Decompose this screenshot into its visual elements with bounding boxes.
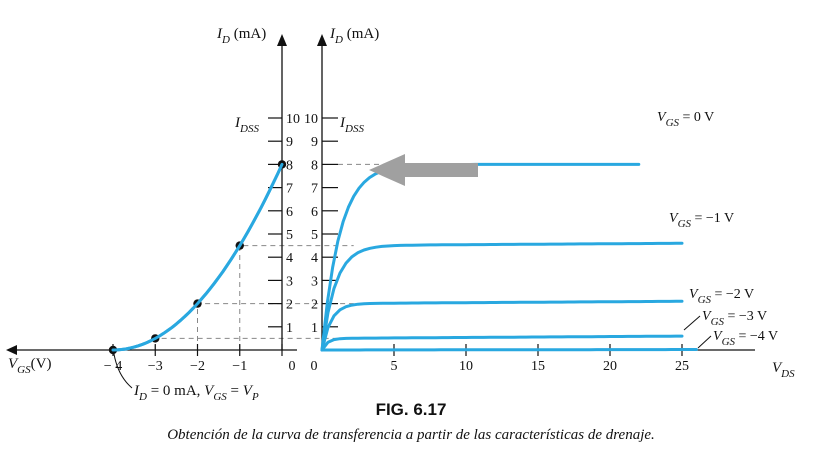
drain-id-tick-label: 2 xyxy=(311,298,318,313)
idss-label-left: IDSS xyxy=(234,115,259,135)
transfer-id-tick-label: 2 xyxy=(286,298,293,313)
vds-tick-label: 10 xyxy=(459,359,473,374)
vgs-tick-label: − 4 xyxy=(104,359,122,374)
drain-id-tick-label: 6 xyxy=(311,205,318,220)
transfer-id-tick-label: 9 xyxy=(286,135,293,150)
projection-dash xyxy=(239,245,354,350)
transfer-id-axis-label: ID (mA) xyxy=(216,26,266,46)
transfer-id-tick-label: 3 xyxy=(286,274,293,289)
vgs-axis-arrow-icon xyxy=(6,345,17,355)
transfer-id-axis-arrow-icon xyxy=(277,34,287,46)
drain-id-tick-label: 3 xyxy=(311,274,318,289)
vgs-series-label: VGS = −1 V xyxy=(669,211,734,230)
transfer-id-tick-label: 6 xyxy=(286,205,293,220)
drain-id-axis-arrow-icon xyxy=(317,34,327,46)
vgs-series-labels: VGS = 0 V VGS = −1 V VGS = −2 V VGS = −3 VV… xyxy=(657,110,778,349)
drain-curve xyxy=(320,334,684,352)
drain-curve xyxy=(320,162,641,352)
drain-id-ticks: 1 2 3 4 5 6 7 8 9 10 xyxy=(304,112,338,336)
vgs-series-label: VGS = −3 V xyxy=(702,309,767,328)
vgs-tick-label: −1 xyxy=(232,359,247,374)
vgs-tick-label: −2 xyxy=(190,359,205,374)
vgs-ticks: − 4 −3 −2 −1 0 xyxy=(104,344,296,374)
drain-id-axis-label: ID (mA) xyxy=(329,26,379,46)
vgs-axis-label: VGS(V) xyxy=(8,356,51,376)
vp-annotation-leader xyxy=(113,353,133,389)
drain-id-tick-label: 9 xyxy=(311,135,318,150)
transfer-id-ticks: 1 2 3 4 5 6 7 8 9 10 xyxy=(268,112,300,336)
transfer-id-tick-label: 4 xyxy=(286,251,293,266)
drain-id-tick-label: 5 xyxy=(311,228,318,243)
idss-label-right: IDSS xyxy=(339,115,364,135)
transfer-id-tick-label: 10 xyxy=(286,112,300,127)
transfer-id-tick-label: 7 xyxy=(286,182,293,197)
series-label-leader xyxy=(697,335,712,349)
drain-curve xyxy=(320,241,684,352)
transfer-id-tick-label: 1 xyxy=(286,321,293,336)
vgs-series-label: VGS = −4 V xyxy=(713,329,778,348)
vgs-tick-label: −3 xyxy=(148,359,163,374)
vds-axis-label: VDS xyxy=(772,360,795,380)
transfer-axes xyxy=(6,34,297,355)
vgs-series-label: VGS = −2 V xyxy=(689,287,754,306)
transfer-curve-points xyxy=(108,160,287,355)
drain-curve xyxy=(320,299,684,352)
drain-id-tick-label: 10 xyxy=(304,112,318,127)
vds-tick-label: 0 xyxy=(311,359,318,374)
drain-characteristic-curves xyxy=(320,162,698,352)
transfer-curve-trace xyxy=(111,162,284,352)
vgs-series-label: VGS = 0 V xyxy=(657,110,714,129)
projection-arrow-icon xyxy=(369,154,478,186)
vds-tick-label: 15 xyxy=(531,359,545,374)
drain-id-tick-label: 8 xyxy=(311,158,318,173)
drain-id-tick-label: 7 xyxy=(311,182,318,197)
transfer-id-tick-label: 8 xyxy=(286,158,293,173)
vgs-tick-label: 0 xyxy=(289,359,296,374)
drain-curve xyxy=(320,348,698,352)
vds-tick-label: 25 xyxy=(675,359,689,374)
vds-tick-label: 5 xyxy=(391,359,398,374)
figure-caption: Obtención de la curva de transferencia a… xyxy=(167,427,655,443)
drain-id-tick-label: 1 xyxy=(311,321,318,336)
series-label-leader xyxy=(683,315,701,331)
vp-annotation: ID = 0 mA, VGS = VP xyxy=(133,383,259,403)
vds-tick-label: 20 xyxy=(603,359,617,374)
figure-number: FIG. 6.17 xyxy=(375,400,447,419)
drain-id-tick-label: 4 xyxy=(311,251,318,266)
transfer-id-tick-label: 5 xyxy=(286,228,293,243)
